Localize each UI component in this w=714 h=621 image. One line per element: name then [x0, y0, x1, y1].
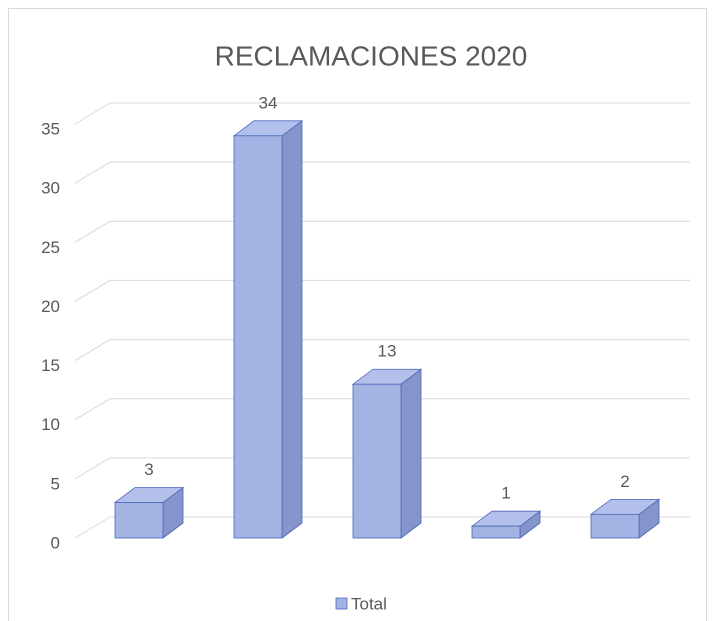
- bar: [471, 525, 521, 539]
- bar: [233, 135, 283, 539]
- y-tick-label: 0: [51, 533, 60, 552]
- data-label: 2: [620, 472, 629, 491]
- data-label: 34: [259, 93, 278, 112]
- legend-label: Total: [351, 594, 387, 613]
- y-tick-label: 5: [51, 474, 60, 493]
- bar-side: [400, 368, 422, 539]
- grid-line: [74, 161, 111, 184]
- bar: [352, 383, 402, 539]
- bar: [590, 513, 640, 539]
- y-tick-label: 35: [41, 119, 60, 138]
- y-tick-label: 30: [41, 179, 60, 198]
- grid-line: [74, 220, 111, 243]
- grid-line: [74, 398, 111, 421]
- grid-line: [74, 516, 111, 539]
- data-label: 13: [378, 342, 397, 361]
- grid-line: [74, 457, 111, 480]
- chart-title: RECLAMACIONES 2020: [215, 40, 528, 71]
- data-label: 1: [501, 484, 510, 503]
- grid-line: [74, 102, 111, 125]
- y-tick-label: 20: [41, 297, 60, 316]
- y-tick-label: 15: [41, 356, 60, 375]
- legend-swatch: [335, 597, 348, 610]
- y-tick-label: 10: [41, 415, 60, 434]
- y-tick-label: 25: [41, 238, 60, 257]
- grid-line: [74, 279, 111, 302]
- bar: [114, 502, 164, 539]
- grid-line: [74, 339, 111, 362]
- bar-side: [281, 120, 303, 539]
- data-label: 3: [144, 460, 153, 479]
